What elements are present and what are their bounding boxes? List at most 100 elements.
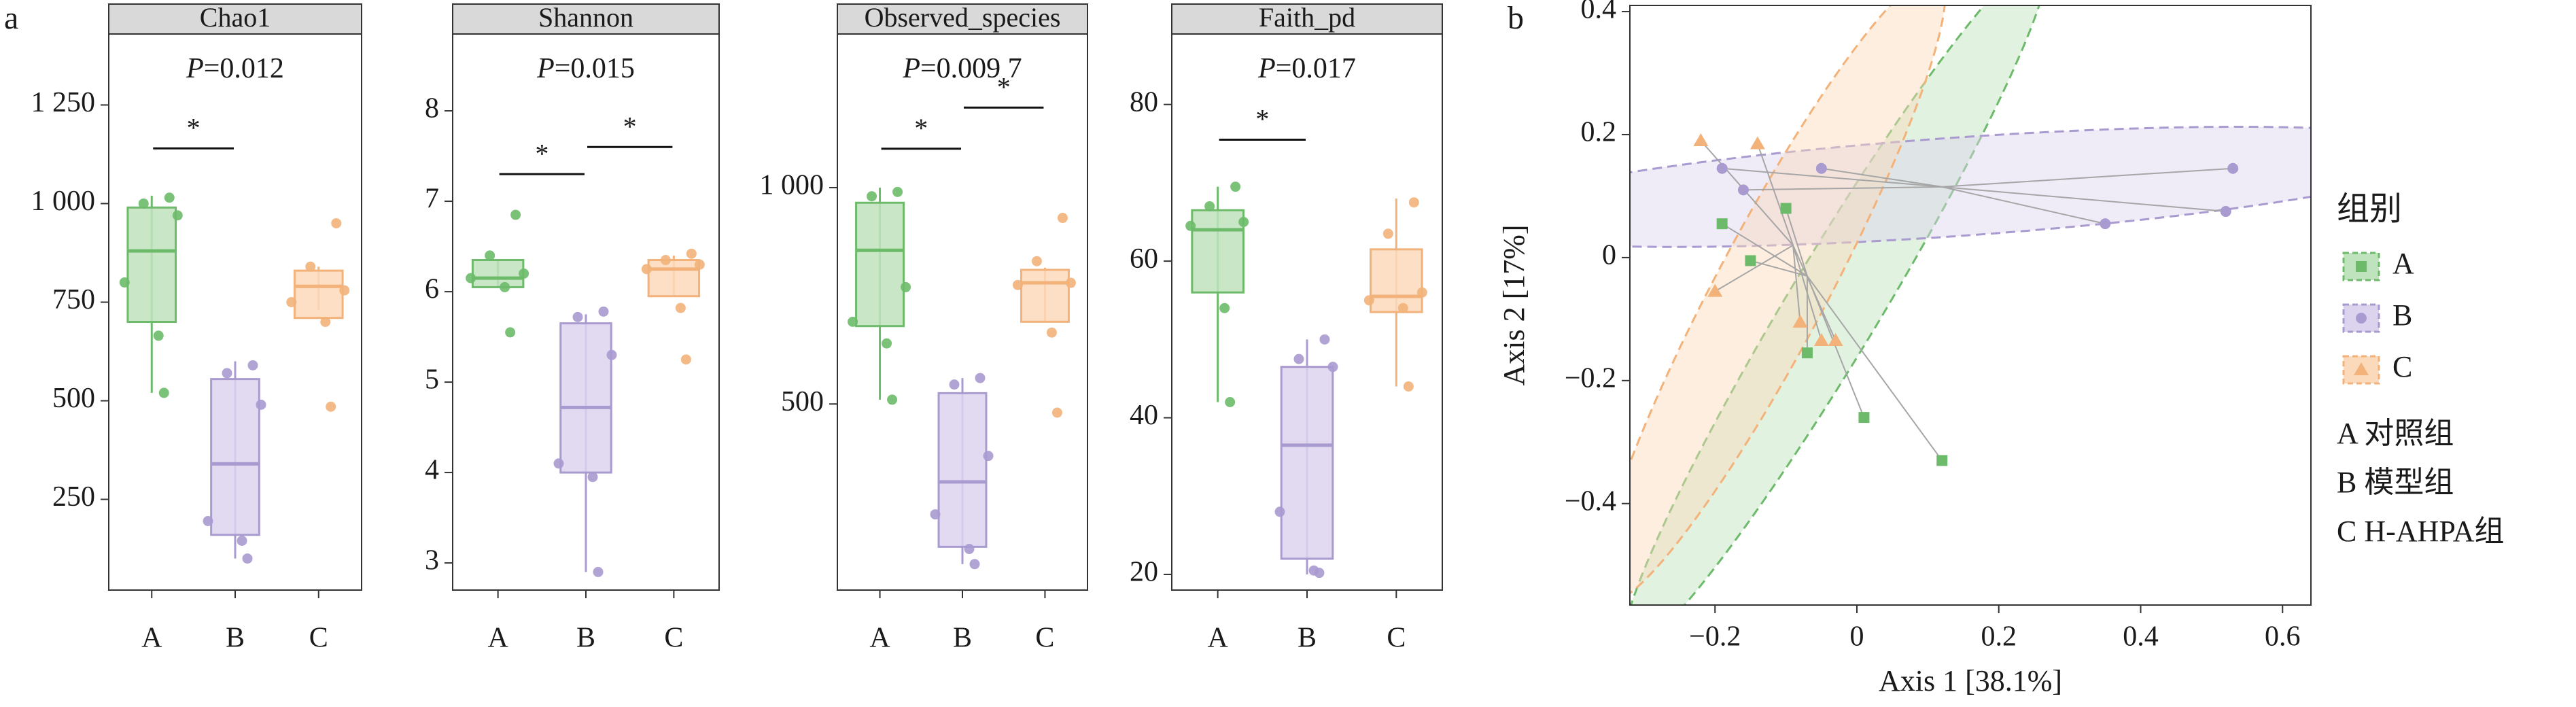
y-tick-label: 250 (52, 481, 95, 513)
y-tick-label: 40 (1130, 400, 1158, 431)
y-tick-label: 60 (1130, 243, 1158, 275)
x-tick-label: B (226, 623, 245, 654)
data-point-C (1065, 277, 1076, 288)
point-A (1780, 203, 1792, 214)
data-point-C (326, 401, 336, 412)
data-point-C (686, 248, 697, 259)
box-C (1020, 267, 1070, 323)
data-point-C (1403, 381, 1414, 392)
data-point-B (587, 472, 598, 483)
box-A (855, 187, 905, 400)
x-tick-label: 0 (1850, 621, 1864, 653)
spider-line-A (1785, 208, 1808, 277)
p-value-annotation: P=0.012 (186, 53, 284, 84)
legend-entry-label: B (2392, 298, 2412, 332)
legend-marker-C (2354, 362, 2369, 375)
y-tick-label: 500 (781, 386, 824, 417)
spider-line-C (1756, 143, 1794, 246)
legend-note: C H-AHPA组 (2337, 515, 2505, 548)
panel-strip (1171, 3, 1443, 35)
spider-line-C (1792, 245, 1837, 341)
data-point-C (1408, 197, 1419, 208)
data-point-C (1012, 279, 1023, 290)
significance-star: * (914, 113, 928, 143)
box-body (855, 201, 905, 328)
data-point-B (553, 458, 564, 469)
significance-star: * (187, 112, 201, 143)
boxplot-faith_pd: Faith_pd P=0.017 20 40 60 80 A B C * (1130, 2, 1443, 654)
point-B (2100, 218, 2111, 230)
data-point-B (606, 349, 617, 360)
data-point-B (964, 544, 975, 555)
x-tick-label: B (576, 623, 595, 654)
point-B (2227, 162, 2239, 174)
data-point-A (892, 186, 903, 197)
panel-title: Observed_species (865, 2, 1061, 33)
x-tick-label: 0.6 (2265, 621, 2301, 653)
x-tick-label: C (309, 623, 328, 654)
spider-line-C (1792, 245, 1822, 341)
legend-note: B 模型组 (2337, 466, 2454, 499)
y-tick-label: 0.4 (1581, 0, 1617, 25)
data-point-B (242, 553, 253, 564)
data-point-B (203, 515, 213, 526)
y-tick-label: 1 000 (31, 186, 96, 217)
data-point-C (320, 317, 331, 328)
data-point-A (1185, 220, 1196, 231)
data-point-B (930, 509, 941, 520)
point-A (1716, 218, 1728, 230)
point-B (1815, 162, 1827, 174)
box-B (1280, 339, 1334, 574)
box-B (937, 378, 988, 564)
y-tick-label: 1 250 (31, 87, 96, 118)
y-tick-label: 4 (425, 455, 439, 486)
box-body (471, 259, 525, 288)
box-body (1280, 366, 1334, 560)
data-point-B (572, 311, 583, 322)
legend: 组别 ABC A 对照组 B 模型组 C H-AHPA组 (2337, 191, 2505, 548)
spider-line-B (1722, 167, 1943, 188)
pcoa-panel: −0.2 0 0.2 0.4 0.6 −0.4 −0.2 0 0.2 0.4 Axis 1 [38.… (1497, 0, 2505, 697)
data-point-B (598, 306, 609, 317)
x-tick-label: B (1298, 623, 1317, 654)
data-point-C (675, 303, 686, 313)
point-B (1738, 184, 1749, 196)
pcoa-frame (1629, 5, 2312, 606)
x-tick-label: 0.4 (2123, 621, 2159, 653)
p-value-annotation: P=0.017 (1257, 53, 1356, 84)
boxplot-shannon: Shannon P=0.015 3 4 5 6 7 8 A B C * * (425, 2, 720, 654)
data-point-A (901, 281, 911, 292)
y-tick-label: 20 (1130, 557, 1158, 588)
x-tick-label: A (1207, 623, 1228, 654)
data-point-A (138, 198, 149, 209)
spider-line-A (1722, 223, 1808, 277)
x-tick-label: A (487, 623, 508, 654)
legend-marker-A (2356, 261, 2367, 272)
data-point-C (641, 264, 652, 275)
y-tick-label: 5 (425, 364, 439, 396)
box-A (1191, 186, 1245, 402)
spider-line-B (1743, 186, 1943, 191)
spider-line-B (1942, 186, 2106, 225)
box-body (293, 269, 344, 320)
panel-strip (837, 3, 1088, 35)
y-tick-label: 500 (52, 383, 95, 414)
point-A (1801, 347, 1813, 359)
box-body (1191, 209, 1245, 294)
point-A (1745, 255, 1756, 266)
data-point-B (1314, 568, 1325, 579)
data-point-A (848, 316, 858, 327)
boxplot-chao1: Chao1 P=0.012 250 500 750 1 000 1 250 A B C * (31, 2, 362, 654)
data-point-A (485, 250, 495, 261)
spider-line-C (1714, 244, 1794, 292)
data-point-B (1319, 334, 1330, 345)
panel-strip (108, 3, 362, 35)
box-B (210, 361, 260, 559)
legend-note: A 对照组 (2337, 417, 2454, 450)
p-value-annotation: P=0.009 7 (902, 53, 1022, 84)
data-point-B (975, 373, 986, 383)
data-point-C (331, 218, 342, 228)
box-A (471, 259, 525, 288)
point-B (2220, 206, 2231, 218)
